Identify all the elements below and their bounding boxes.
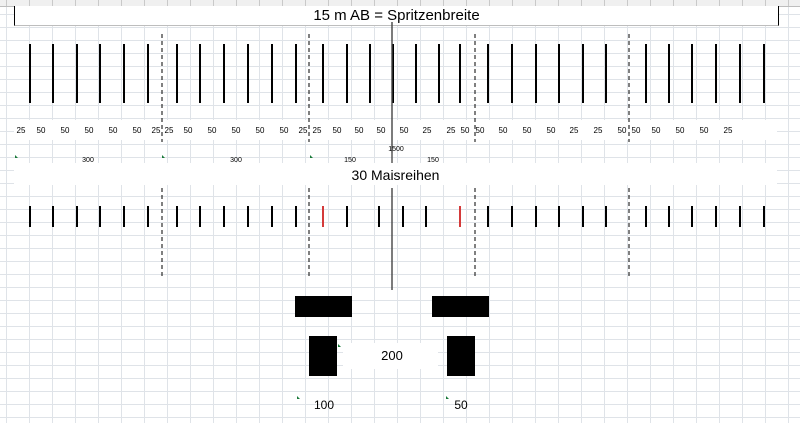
column-header-divider[interactable]: [52, 0, 53, 6]
column-header-divider[interactable]: [489, 0, 490, 6]
section-label-3: 150: [344, 157, 356, 164]
column-header-divider[interactable]: [397, 0, 398, 6]
row-spacing-value: 50: [460, 126, 470, 135]
wheel-distance-label: 200: [381, 348, 403, 363]
row-spacing-value: 50: [255, 126, 265, 135]
column-header-divider[interactable]: [351, 0, 352, 6]
column-header-divider[interactable]: [604, 0, 605, 6]
column-header-divider[interactable]: [742, 0, 743, 6]
column-header-divider[interactable]: [328, 0, 329, 6]
row-spacing-value: 50: [475, 126, 485, 135]
column-header-divider[interactable]: [535, 0, 536, 6]
right-boom-block: [432, 296, 489, 317]
column-header-divider[interactable]: [696, 0, 697, 6]
row-spacing-value: 50: [207, 126, 217, 135]
wheel-width-label: 50: [454, 398, 468, 412]
column-header-divider[interactable]: [765, 0, 766, 6]
column-header-divider[interactable]: [98, 0, 99, 6]
column-header-divider[interactable]: [144, 0, 145, 6]
column-header-divider[interactable]: [581, 0, 582, 6]
column-header-divider[interactable]: [259, 0, 260, 6]
section-label-4: 150: [427, 157, 439, 164]
row-spacing-value: 25: [298, 126, 308, 135]
column-header-divider[interactable]: [420, 0, 421, 6]
column-header-divider[interactable]: [512, 0, 513, 6]
row-spacing-value: 50: [399, 126, 409, 135]
row-spacing-value: 50: [183, 126, 193, 135]
row-spacing-value: 50: [699, 126, 709, 135]
row-spacing-value: 50: [546, 126, 556, 135]
cell-comment-marker[interactable]: [310, 155, 313, 158]
column-header-divider[interactable]: [6, 0, 7, 6]
row-spacing-value: 50: [108, 126, 118, 135]
cell-comment-marker[interactable]: [446, 396, 449, 399]
column-header-divider[interactable]: [305, 0, 306, 6]
column-header-divider[interactable]: [650, 0, 651, 6]
row-spacing-value: 25: [723, 126, 733, 135]
cell-comment-marker[interactable]: [338, 344, 341, 347]
column-header-divider[interactable]: [167, 0, 168, 6]
row-spacing-value: 25: [16, 126, 26, 135]
column-header-divider[interactable]: [558, 0, 559, 6]
row-spacing-value: 25: [446, 126, 456, 135]
section-label-2: 300: [230, 157, 242, 164]
row-spacing-value: 50: [522, 126, 532, 135]
row-spacing-value: 25: [422, 126, 432, 135]
row-spacing-value: 25: [151, 126, 161, 135]
cell-comment-marker[interactable]: [15, 155, 18, 158]
maize-rows-title: 30 Maisreihen: [351, 167, 440, 183]
row-spacing-value: 50: [376, 126, 386, 135]
row-spacing-value: 50: [617, 126, 627, 135]
left-boom-block: [295, 296, 352, 317]
row-spacing-value: 50: [498, 126, 508, 135]
column-header-divider[interactable]: [29, 0, 30, 6]
column-header-divider[interactable]: [374, 0, 375, 6]
page-title: 15 m AB = Spritzenbreite: [313, 7, 480, 24]
row-spacing-value: 50: [231, 126, 241, 135]
column-header-divider[interactable]: [788, 0, 789, 6]
wheel-track-label: 100: [313, 398, 335, 412]
left-wheel: [309, 336, 337, 376]
column-header-divider[interactable]: [627, 0, 628, 6]
row-spacing-value: 50: [651, 126, 661, 135]
column-header-divider[interactable]: [282, 0, 283, 6]
row-spacing-value: 50: [60, 126, 70, 135]
column-header-divider[interactable]: [75, 0, 76, 6]
row-spacing-value: 50: [279, 126, 289, 135]
spacing-label-row: [14, 120, 777, 140]
column-header-divider[interactable]: [190, 0, 191, 6]
column-header-divider[interactable]: [236, 0, 237, 6]
cell-comment-marker[interactable]: [297, 396, 300, 399]
section-label-1: 300: [82, 157, 94, 164]
column-header-divider[interactable]: [719, 0, 720, 6]
row-spacing-value: 25: [593, 126, 603, 135]
cell-comment-marker[interactable]: [162, 155, 165, 158]
maize-rows-header: 30 Maisreihen: [14, 163, 777, 185]
column-header-divider[interactable]: [673, 0, 674, 6]
row-spacing-value: 50: [36, 126, 46, 135]
row-spacing-value: 50: [354, 126, 364, 135]
row-spacing-value: 25: [569, 126, 579, 135]
row-spacing-value: 50: [332, 126, 342, 135]
right-wheel: [447, 336, 475, 376]
dimension-cell: [343, 343, 438, 369]
column-header-divider[interactable]: [121, 0, 122, 6]
row-spacing-value: 50: [675, 126, 685, 135]
total-width-label: 1500: [388, 146, 404, 153]
column-header-divider[interactable]: [213, 0, 214, 6]
row-spacing-value: 50: [84, 126, 94, 135]
row-spacing-value: 25: [312, 126, 322, 135]
column-header-divider[interactable]: [466, 0, 467, 6]
row-spacing-value: 50: [132, 126, 142, 135]
title-banner: 15 m AB = Spritzenbreite: [14, 6, 779, 26]
row-spacing-value: 50: [631, 126, 641, 135]
column-header-divider[interactable]: [443, 0, 444, 6]
row-spacing-value: 25: [164, 126, 174, 135]
